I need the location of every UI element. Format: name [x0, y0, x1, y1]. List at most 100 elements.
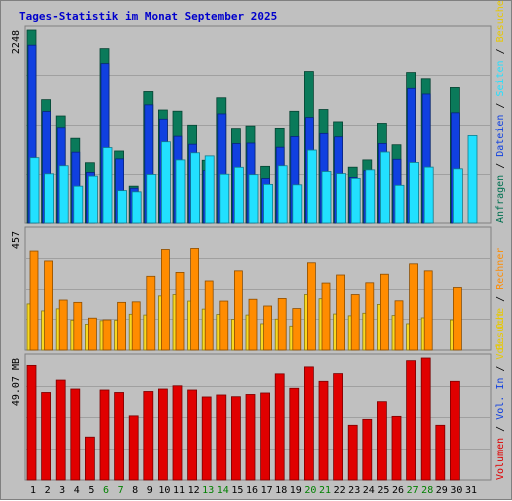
x-tick-label-day-23: 23	[348, 485, 360, 496]
x-tick-label-day-24: 24	[363, 485, 375, 496]
x-tick-label-day-29: 29	[436, 485, 448, 496]
bar-bottom-volumen-day-25	[376, 401, 387, 481]
bar-bottom-volumen-day-14	[216, 394, 227, 481]
bar-middle-rechner-day-19	[292, 308, 302, 351]
bar-middle-rechner-day-22	[336, 274, 346, 351]
bar-middle-rechner-day-20	[306, 262, 316, 351]
x-tick-label-day-21: 21	[319, 485, 331, 496]
x-tick-label-day-25: 25	[377, 485, 389, 496]
x-tick-label-day-13: 13	[202, 485, 214, 496]
panel-bottom-ymax-label: 49.07 MB	[11, 358, 22, 406]
bar-middle-rechner-day-2	[44, 260, 53, 351]
bar-top-seiten-day-17	[263, 183, 274, 224]
x-tick-label-day-4: 4	[74, 485, 80, 496]
bar-middle-rechner-day-1	[29, 250, 39, 351]
bar-top-seiten-day-14	[219, 173, 230, 224]
x-tick-label-day-5: 5	[88, 485, 94, 496]
bar-middle-rechner-day-13	[204, 280, 214, 351]
bar-top-seiten-day-7	[117, 190, 127, 224]
legend-entry: Seiten	[495, 60, 506, 96]
x-tick-label-day-7: 7	[118, 485, 124, 496]
bar-bottom-volumen-day-21	[318, 380, 329, 481]
bar-top-seiten-day-22	[336, 173, 347, 224]
bar-top-seiten-day-19	[292, 184, 303, 224]
x-tick-label-day-17: 17	[261, 485, 273, 496]
panel-middle-ymax-label: 457	[11, 231, 22, 249]
panel-bottom: 49.07 MB Volumen / Vol. In / Vol. Out	[11, 311, 506, 481]
x-tick-label-day-6: 6	[103, 485, 109, 496]
bar-top-seiten-day-23	[350, 177, 361, 224]
panel-bottom-legend: Volumen / Vol. In / Vol. Out	[495, 311, 506, 480]
bar-bottom-volumen-day-23	[347, 424, 358, 481]
bar-bottom-volumen-day-8	[128, 415, 139, 481]
bar-middle-rechner-day-18	[277, 298, 287, 351]
bar-bottom-volumen-day-4	[70, 388, 81, 481]
bar-middle-rechner-day-17	[263, 305, 273, 351]
bar-middle-rechner-day-12	[190, 248, 200, 351]
x-tick-label-day-10: 10	[158, 485, 170, 496]
bar-middle-rechner-day-16	[248, 298, 258, 351]
bar-bottom-volumen-day-10	[157, 388, 168, 481]
bar-middle-rechner-day-10	[160, 249, 170, 351]
x-tick-label-day-19: 19	[290, 485, 302, 496]
panel-top-ymax-label: 2248	[11, 30, 22, 54]
bar-bottom-volumen-day-15	[230, 396, 241, 481]
bar-top-seiten-day-25	[379, 151, 390, 224]
x-tick-label-day-1: 1	[30, 485, 36, 496]
panel-top: 2248 Anfragen / Dateien / Seiten / Besuch…	[11, 1, 506, 224]
x-tick-label-day-26: 26	[392, 485, 404, 496]
bar-bottom-volumen-day-24	[362, 418, 373, 481]
bar-middle-rechner-day-15	[233, 270, 243, 351]
x-tick-label-day-31: 31	[465, 485, 477, 496]
x-tick-label-day-16: 16	[246, 485, 258, 496]
bar-middle-rechner-day-5	[88, 317, 97, 351]
bar-bottom-volumen-day-6	[99, 389, 110, 481]
bar-bottom-volumen-day-3	[55, 379, 66, 481]
bar-bottom-volumen-day-1	[26, 364, 37, 481]
x-axis-day-labels: 1 2 3 4 5 6 7 8 9 10 11 12 13 14 15 16 17 18 19 20 21 22 23 24 2…	[30, 485, 477, 496]
bar-top-seiten-day-27	[409, 162, 420, 224]
bar-middle-rechner-day-24	[365, 282, 375, 351]
bar-top-seiten-day-16	[248, 174, 259, 224]
x-tick-label-day-20: 20	[304, 485, 316, 496]
bar-top-seiten-day-4	[73, 185, 84, 224]
bar-middle-rechner-day-9	[146, 275, 156, 351]
legend-entry: Volumen	[495, 438, 506, 480]
bar-top-seiten-day-2	[44, 173, 54, 224]
bar-middle-rechner-day-26	[394, 300, 404, 351]
legend-entry: /	[495, 97, 506, 115]
bar-bottom-volumen-day-17	[260, 392, 271, 481]
bar-top-seiten-day-5	[88, 175, 98, 224]
bar-middle-rechner-day-28	[423, 270, 433, 351]
bar-middle-rechner-day-11	[175, 272, 185, 351]
bar-top-seiten-day-12	[190, 152, 201, 224]
bar-bottom-volumen-day-29	[435, 424, 446, 481]
bar-bottom-volumen-day-20	[303, 366, 314, 481]
legend-entry: /	[495, 360, 506, 378]
bar-top-seiten-day-10	[160, 141, 171, 224]
x-tick-label-day-12: 12	[188, 485, 200, 496]
bar-bottom-volumen-day-18	[274, 373, 285, 481]
x-tick-label-day-30: 30	[450, 485, 462, 496]
legend-entry: Anfragen	[495, 175, 506, 223]
legend-entry: Rechner	[495, 248, 506, 290]
chart-panels: 2248 Anfragen / Dateien / Seiten / Besuch…	[11, 1, 506, 481]
legend-entry: /	[495, 42, 506, 60]
x-tick-label-day-3: 3	[59, 485, 65, 496]
bar-top-seiten-day-30	[452, 168, 463, 224]
x-tick-label-day-22: 22	[334, 485, 346, 496]
bar-middle-rechner-day-8	[131, 301, 141, 351]
bar-top-seiten-day-26	[394, 184, 405, 224]
bar-bottom-volumen-day-22	[333, 373, 344, 481]
legend-entry: /	[495, 290, 506, 308]
legend-entry: /	[495, 420, 506, 438]
legend-entry: Besuche	[495, 1, 506, 42]
bar-middle-rechner-day-14	[219, 300, 229, 351]
bar-top-seiten-day-1	[29, 157, 40, 224]
x-tick-label-day-9: 9	[147, 485, 153, 496]
bar-top-seiten-day-20	[306, 149, 317, 224]
bar-middle-rechner-day-3	[58, 299, 68, 351]
bar-top-seiten-day-11	[175, 159, 186, 224]
